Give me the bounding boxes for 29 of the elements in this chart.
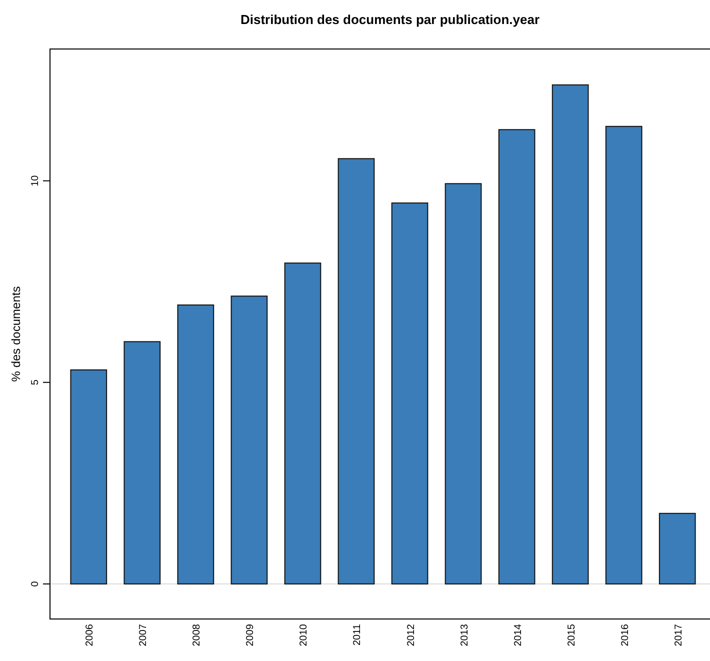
x-tick-label: 2017 [673,624,684,646]
bar [498,129,536,584]
y-tick-label: 10 [30,174,41,186]
y-tick-label: 0 [30,580,41,587]
bar [124,341,161,584]
bar [230,296,268,584]
bar [605,126,642,584]
x-tick-label: 2012 [406,624,417,646]
x-tick-label: 2006 [84,624,96,646]
x-tick-label: 2010 [298,624,310,646]
x-tick-label: 2011 [352,624,364,646]
x-tick-label: 2008 [192,624,203,646]
bar [177,304,214,584]
bar [391,202,428,584]
bar [70,369,108,584]
x-tick-label: 2016 [620,624,631,646]
bar [284,262,322,584]
chart-title: Distribution des documents par publication.year [240,12,540,27]
x-tick-label: 2013 [459,624,470,646]
bar [338,158,375,584]
x-tick-label: 2014 [512,624,524,646]
bar [658,512,696,584]
x-tick-label: 2007 [138,624,150,646]
y-tick-label: 5 [30,379,41,386]
x-tick-label: 2015 [566,624,578,646]
bar [444,183,482,584]
y-axis-title: % des documents [9,286,23,382]
bar [552,84,589,584]
x-tick-label: 2009 [245,624,256,646]
